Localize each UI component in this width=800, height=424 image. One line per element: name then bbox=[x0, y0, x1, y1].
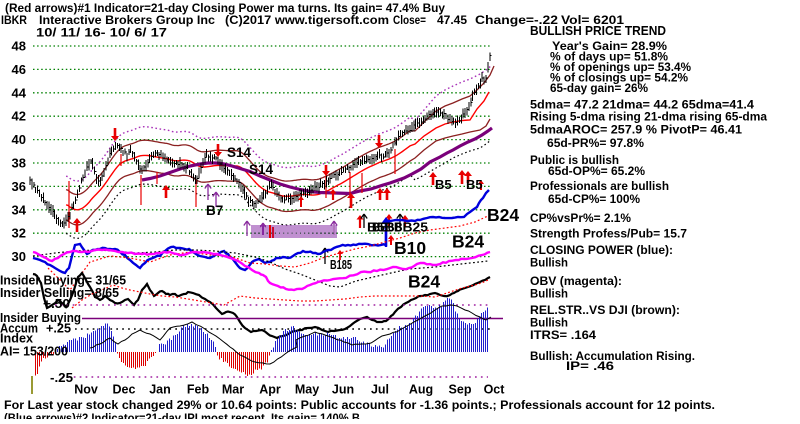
svg-text:40: 40 bbox=[12, 132, 26, 147]
svg-text:Change=-.22: Change=-.22 bbox=[475, 13, 558, 27]
svg-text:+.25: +.25 bbox=[46, 322, 71, 336]
svg-text:Accum: Accum bbox=[0, 322, 38, 336]
svg-text:Insider Buying: Insider Buying bbox=[0, 311, 81, 325]
svg-text:Feb: Feb bbox=[187, 383, 210, 397]
svg-text:46: 46 bbox=[12, 62, 26, 77]
svg-text:65-day gain= 26%: 65-day gain= 26% bbox=[550, 81, 648, 95]
svg-text:Mar: Mar bbox=[222, 383, 244, 397]
svg-text:44: 44 bbox=[12, 85, 27, 100]
svg-text:Dec: Dec bbox=[113, 383, 136, 397]
svg-text:5dmaAROC= 257.9 % PivotP= 46.: 5dmaAROC= 257.9 % PivotP= 46.41 bbox=[530, 123, 742, 137]
svg-text:BULLISH PRICE TREND: BULLISH PRICE TREND bbox=[530, 23, 666, 38]
svg-text:42: 42 bbox=[12, 109, 26, 124]
svg-text:B5: B5 bbox=[466, 177, 483, 192]
svg-text:-.25: -.25 bbox=[50, 371, 73, 385]
svg-text:+.50: +.50 bbox=[43, 297, 70, 311]
svg-text:CLOSING POWER (blue):: CLOSING POWER (blue): bbox=[530, 243, 673, 257]
svg-text:Strength Profess/Pub= 15.7: Strength Profess/Pub= 15.7 bbox=[530, 227, 687, 241]
svg-text:% of days up= 51.8%: % of days up= 51.8% bbox=[550, 50, 668, 64]
svg-text:OBV (magenta):: OBV (magenta): bbox=[530, 274, 622, 288]
svg-text:Aug: Aug bbox=[409, 383, 433, 397]
svg-text:IP= .46: IP= .46 bbox=[566, 359, 614, 373]
svg-text:Jun: Jun bbox=[332, 383, 354, 397]
svg-text:% of closings up= 54.2%: % of closings up= 54.2% bbox=[550, 71, 688, 85]
svg-text:(Blue arrows)#2 Indicator=21-d: (Blue arrows)#2 Indicator=21-day IPI mos… bbox=[4, 411, 360, 419]
svg-text:May: May bbox=[295, 383, 319, 397]
svg-text:Bullish: Bullish bbox=[530, 316, 568, 330]
svg-text:Bullish: Accumulation Rising.: Bullish: Accumulation Rising. bbox=[530, 349, 695, 363]
svg-text:% of openings up= 53.4%: % of openings up= 53.4% bbox=[550, 60, 691, 74]
svg-text:BB6B: BB6B bbox=[372, 221, 402, 235]
svg-text:30: 30 bbox=[12, 249, 26, 264]
svg-text:(Red arrows)#1 Indicator=21-da: (Red arrows)#1 Indicator=21-day Closing … bbox=[5, 1, 445, 15]
svg-text:38: 38 bbox=[12, 156, 26, 171]
svg-text:ITRS= .164: ITRS= .164 bbox=[530, 328, 596, 342]
svg-text:36: 36 bbox=[12, 179, 26, 194]
svg-text:Insider Selling= 8/65: Insider Selling= 8/65 bbox=[0, 286, 119, 300]
svg-text:Bullish: Bullish bbox=[530, 256, 568, 270]
svg-text:32: 32 bbox=[12, 226, 26, 241]
svg-text:(C)2017 www.tigersoft.com: (C)2017 www.tigersoft.com bbox=[225, 13, 389, 27]
svg-text:B7: B7 bbox=[206, 203, 223, 218]
svg-text:Rising 5-dma rising 21-dma ris: Rising 5-dma rising 21-dma rising 65-dma bbox=[530, 110, 767, 124]
svg-text:B24: B24 bbox=[408, 272, 440, 292]
svg-text:B185: B185 bbox=[330, 258, 352, 272]
svg-text:48: 48 bbox=[12, 39, 26, 54]
svg-text:IBKR: IBKR bbox=[1, 13, 27, 27]
svg-text:Professionals are bullish: Professionals are bullish bbox=[530, 179, 669, 193]
svg-text:Oct: Oct bbox=[484, 383, 506, 397]
svg-text:S14: S14 bbox=[227, 145, 252, 160]
svg-text:For Last year stock changed 2: For Last year stock changed 29% or 10.64… bbox=[4, 398, 715, 412]
svg-text:5dma= 47.2 21dma= 44.2 65dma=4: 5dma= 47.2 21dma= 44.2 65dma=41.4 bbox=[530, 98, 754, 112]
svg-text:47.45: 47.45 bbox=[437, 13, 467, 27]
svg-text:10/ 11/ 16- 10/ 6/ 17: 10/ 11/ 16- 10/ 6/ 17 bbox=[36, 26, 167, 40]
svg-text:B24: B24 bbox=[452, 232, 484, 252]
svg-text:65d-OP%= 65.2%: 65d-OP%= 65.2% bbox=[548, 164, 645, 178]
svg-text:Close=: Close= bbox=[393, 13, 426, 27]
svg-text:B5B8B25: B5B8B25 bbox=[367, 221, 428, 235]
svg-text:Insider Buying= 31/65: Insider Buying= 31/65 bbox=[0, 274, 126, 288]
svg-text:Jul: Jul bbox=[371, 383, 389, 397]
svg-text:Nov: Nov bbox=[74, 383, 98, 397]
svg-text:REL.STR..VS DJI (brown):: REL.STR..VS DJI (brown): bbox=[530, 303, 680, 317]
svg-text:B10: B10 bbox=[394, 238, 426, 258]
svg-text:65d-PR%= 97.8%: 65d-PR%= 97.8% bbox=[547, 136, 644, 150]
svg-text:Interactive Brokers Group Inc: Interactive Brokers Group Inc bbox=[39, 13, 215, 27]
svg-text:Index: Index bbox=[0, 332, 33, 346]
svg-text:CP%vsPr%= 2.1%: CP%vsPr%= 2.1% bbox=[530, 211, 631, 225]
svg-text:Public is bullish: Public is bullish bbox=[530, 153, 619, 167]
svg-text:Bullish: Bullish bbox=[530, 287, 568, 301]
svg-text:Apr: Apr bbox=[259, 383, 281, 397]
svg-text:B24: B24 bbox=[487, 205, 519, 225]
svg-text:Jan: Jan bbox=[149, 383, 171, 397]
svg-text:B5: B5 bbox=[435, 177, 452, 192]
svg-text:Year's Gain= 28.9%: Year's Gain= 28.9% bbox=[552, 39, 667, 53]
svg-text:65d-CP%= 100%: 65d-CP%= 100% bbox=[548, 192, 640, 206]
svg-text:AI= 153/200: AI= 153/200 bbox=[0, 345, 68, 359]
svg-text:34: 34 bbox=[12, 202, 27, 217]
svg-text:S14: S14 bbox=[249, 162, 274, 177]
svg-text:Vol= 6201: Vol= 6201 bbox=[561, 13, 624, 27]
svg-text:Sep: Sep bbox=[449, 383, 472, 397]
